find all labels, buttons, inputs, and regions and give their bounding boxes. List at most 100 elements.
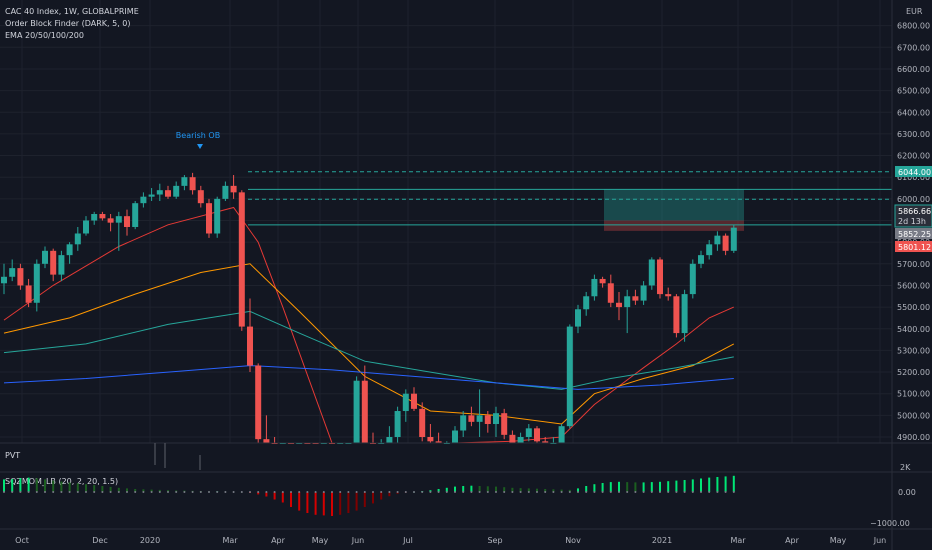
squeeze-dot xyxy=(363,491,366,493)
countdown-text: 2d 13h xyxy=(898,217,926,226)
sqzmom-bar xyxy=(683,480,686,492)
squeeze-dot xyxy=(322,491,325,493)
candle-body xyxy=(394,411,401,437)
candle-body xyxy=(575,309,581,327)
sqzmom-bar xyxy=(134,489,137,492)
pvt-pane: PVT 2K xyxy=(5,443,911,472)
squeeze-dot xyxy=(68,491,71,493)
badge-bg xyxy=(895,166,932,177)
squeeze-dot xyxy=(511,491,514,493)
squeeze-dot xyxy=(478,491,481,493)
candle-body xyxy=(386,437,393,443)
squeeze-dot xyxy=(158,491,161,493)
squeeze-dot xyxy=(93,491,96,493)
candle-body xyxy=(632,296,639,301)
candle-body xyxy=(460,415,467,431)
price-tick-label: 5700.00 xyxy=(897,260,930,269)
candle-body xyxy=(247,326,253,366)
grid xyxy=(0,0,892,443)
candle-body xyxy=(402,393,409,412)
squeeze-dot xyxy=(35,491,38,493)
sqzmom-bar xyxy=(363,492,366,507)
squeeze-dot xyxy=(454,491,456,493)
sqzmom-bar xyxy=(454,486,456,492)
order-block-bear-zone xyxy=(604,220,744,231)
sqzmom-bar xyxy=(44,479,46,492)
candle-body xyxy=(214,198,221,234)
candle-body xyxy=(238,192,245,327)
candle-body xyxy=(730,227,737,251)
time-scale[interactable]: Oct Dec 2020 Mar Apr May Jun Jul Sep Nov 2021 Mar Ap… xyxy=(15,536,886,545)
squeeze-dot xyxy=(486,491,489,493)
candle-body xyxy=(411,393,417,409)
sqzmom-bar xyxy=(716,477,719,492)
pvt-title: PVT xyxy=(5,451,20,460)
candle-body xyxy=(476,415,483,422)
candle-body xyxy=(148,194,155,197)
squeeze-dot xyxy=(667,491,670,493)
sqzmom-bar xyxy=(667,481,670,492)
squeeze-dot xyxy=(503,491,506,493)
sqzmom-bar xyxy=(560,489,563,492)
badge-bg xyxy=(894,204,932,228)
candle-body xyxy=(689,263,696,295)
squeeze-dot xyxy=(429,491,432,493)
sqzmom-bar xyxy=(380,492,383,500)
time-tick-label: 2021 xyxy=(652,536,672,545)
chart-legend: CAC 40 Index, 1W, GLOBALPRIME Order Bloc… xyxy=(5,7,139,40)
candle-body xyxy=(599,278,606,284)
squeeze-dot xyxy=(290,491,292,493)
badge-bg xyxy=(895,228,932,239)
candle-body xyxy=(165,190,171,197)
sqzmom-bar xyxy=(273,492,276,500)
candle-body xyxy=(222,185,229,199)
ema50-line xyxy=(3,263,735,425)
candle-body xyxy=(9,268,16,277)
candle-body xyxy=(33,263,40,303)
sqzmom-bar xyxy=(372,492,374,504)
candle-body xyxy=(189,177,196,191)
squeeze-dot xyxy=(372,491,374,493)
badge-bg xyxy=(895,241,932,252)
squeeze-dot xyxy=(388,491,391,493)
candle-body xyxy=(132,203,139,227)
sqzmom-bar xyxy=(659,481,661,492)
candle-body xyxy=(140,196,147,204)
candle-body xyxy=(722,235,729,251)
squeeze-dot xyxy=(273,491,276,493)
pvt-tick-label: 2K xyxy=(900,463,911,472)
sqzmom-bar xyxy=(27,477,30,492)
squeeze-dot xyxy=(216,491,219,493)
time-tick-label: Oct xyxy=(15,536,29,545)
squeeze-dot xyxy=(257,491,260,493)
sqzmom-bar xyxy=(126,488,128,492)
squeeze-dot xyxy=(495,491,497,493)
sqzmom-bar xyxy=(150,489,153,492)
squeeze-dot xyxy=(519,491,522,493)
squeeze-dot xyxy=(44,491,46,493)
candle-body xyxy=(181,177,188,186)
sqzmom-bar xyxy=(347,492,350,513)
price-tick-label: 6700.00 xyxy=(897,43,930,52)
sqzmom-bar xyxy=(35,478,38,492)
sqzmom-bar xyxy=(290,492,292,507)
price-tick-label: 6800.00 xyxy=(897,22,930,31)
sqzmom-bar xyxy=(536,488,538,492)
sqzmom-bar xyxy=(626,482,629,492)
squeeze-dot xyxy=(240,491,243,493)
currency-label: EUR xyxy=(906,7,923,16)
sqzmom-bar xyxy=(585,486,588,492)
sqzmom-bar xyxy=(618,481,620,492)
price-badge-5852: 5852.25 xyxy=(895,228,932,239)
price-tick-label: 6600.00 xyxy=(897,65,930,74)
candle-body xyxy=(665,294,672,297)
sqzmom-pane: SQZMOM_LB (20, 2, 20, 1.5) 0.00 −1000.00 xyxy=(3,475,916,528)
squeeze-dot xyxy=(199,491,202,493)
sqzmom-bar xyxy=(462,486,465,492)
squeeze-dot xyxy=(675,491,678,493)
candle-body xyxy=(107,218,114,223)
time-tick-label: Mar xyxy=(222,536,238,545)
price-tick-label: 6000.00 xyxy=(897,195,930,204)
price-candles xyxy=(1,172,737,444)
